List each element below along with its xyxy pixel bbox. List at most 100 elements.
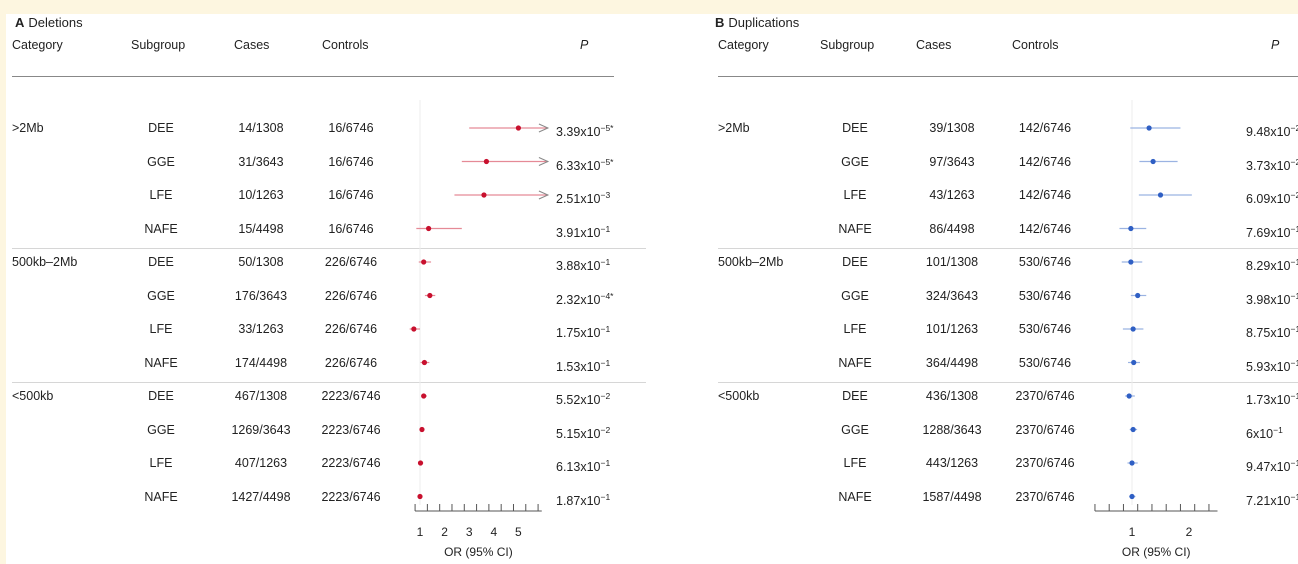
p-mantissa: 2.51x10: [556, 192, 601, 206]
row-cases: 86/4498: [929, 221, 975, 236]
row-cases: 1587/4498: [922, 489, 982, 504]
group-separator: [12, 382, 646, 384]
header-rule: [718, 76, 1298, 77]
p-mantissa: 6.09x10: [1246, 192, 1291, 206]
row-controls: 226/6746: [324, 322, 378, 336]
header-controls: Controls: [1012, 38, 1059, 52]
or-point: [1129, 460, 1135, 466]
forest-plot: 1 2 OR (95% CI): [1094, 100, 1218, 559]
x-tick-label: 5: [515, 525, 522, 539]
row-p-value: 8.29x10−1: [1246, 254, 1298, 274]
row-subgroup: DEE: [148, 255, 174, 269]
row-subgroup: LFE: [149, 322, 173, 336]
row-cases: 97/3643: [929, 154, 975, 169]
row-controls: 16/6746: [328, 154, 374, 169]
row-subgroup: LFE: [843, 188, 867, 202]
row-controls: 142/6746: [1018, 188, 1072, 202]
duplications-panel: B Duplications Category Subgroup Cases Co…: [706, 14, 1298, 564]
header-p: P: [580, 38, 589, 52]
p-mantissa: 6x10: [1246, 426, 1274, 441]
p-mantissa: 2.32x10: [556, 292, 601, 307]
x-tick-label: 3: [466, 525, 473, 539]
or-point: [411, 326, 417, 332]
row-cases: 436/1308: [925, 389, 979, 403]
x-axis-label: OR (95% CI): [1122, 545, 1191, 559]
row-p-value: 8.75x10−1: [1246, 321, 1298, 341]
row-cases: 39/1308: [929, 121, 975, 135]
x-tick-label: 2: [1186, 525, 1193, 539]
row-cases: 1269/3643: [231, 422, 291, 437]
row-subgroup: GGE: [147, 154, 175, 169]
header-cases: Cases: [916, 38, 952, 52]
p-exponent: −1: [600, 257, 611, 267]
row-p-value: 3.91x10−1: [556, 221, 610, 241]
p-mantissa: 7.21x10: [1246, 493, 1291, 508]
row-controls: 2223/6746: [321, 489, 381, 504]
p-mantissa: 8.29x10: [1246, 259, 1291, 273]
row-p-value: 6.09x10−2: [1246, 187, 1298, 207]
panel-letter: A: [15, 15, 25, 30]
row-controls: 16/6746: [328, 221, 374, 236]
row-subgroup: NAFE: [838, 221, 872, 236]
p-mantissa: 3.91x10: [556, 225, 601, 240]
row-cases: 443/1263: [925, 456, 979, 470]
row-p-value: 3.39x10−5*: [556, 120, 613, 140]
p-exponent: −1: [600, 458, 611, 468]
or-point: [1128, 225, 1134, 232]
or-point: [483, 158, 490, 165]
p-exponent: −5*: [600, 156, 614, 167]
or-point: [1131, 359, 1137, 366]
panel-title: B Duplications: [715, 15, 799, 30]
or-point: [421, 393, 427, 399]
or-point: [421, 359, 428, 366]
header-category: Category: [718, 38, 769, 52]
p-mantissa: 6.33x10: [556, 158, 601, 173]
row-category: <500kb: [12, 389, 54, 403]
row-cases: 407/1263: [234, 456, 288, 470]
p-exponent: −2: [1290, 190, 1298, 200]
row-cases: 176/3643: [234, 288, 288, 303]
row-controls: 16/6746: [328, 121, 374, 135]
p-mantissa: 5.15x10: [556, 426, 601, 441]
or-point: [1128, 259, 1134, 265]
row-controls: 226/6746: [324, 355, 378, 370]
row-subgroup: NAFE: [838, 355, 872, 370]
p-mantissa: 9.47x10: [1246, 460, 1291, 474]
ci-arrow: [538, 190, 550, 200]
row-controls: 142/6746: [1018, 121, 1072, 135]
row-controls: 530/6746: [1018, 355, 1072, 370]
p-exponent: −1: [1290, 257, 1298, 267]
p-mantissa: 3.73x10: [1246, 158, 1291, 173]
row-category: 500kb–2Mb: [12, 255, 78, 269]
row-p-value: 9.48x10−2: [1246, 120, 1298, 140]
row-controls: 226/6746: [324, 255, 378, 269]
row-controls: 142/6746: [1018, 221, 1072, 236]
row-p-value: 3.88x10−1: [556, 254, 610, 274]
row-cases: 43/1263: [929, 188, 975, 202]
row-p-value: 5.93x10−1: [1246, 355, 1298, 375]
row-subgroup: NAFE: [144, 489, 178, 504]
header-rule: [12, 76, 614, 77]
p-exponent: −2: [1290, 156, 1298, 167]
p-exponent: −2: [1290, 123, 1298, 133]
p-mantissa: 5.93x10: [1246, 359, 1291, 374]
p-exponent: −2: [600, 424, 611, 435]
p-mantissa: 1.75x10: [556, 326, 601, 340]
group-separator: [718, 382, 1298, 384]
row-controls: 2223/6746: [321, 456, 381, 470]
header-subgroup: Subgroup: [131, 38, 186, 52]
row-p-value: 3.98x10−1: [1246, 288, 1298, 308]
row-category: 500kb–2Mb: [718, 255, 784, 269]
row-cases: 50/1308: [238, 255, 284, 269]
header-category: Category: [12, 38, 63, 52]
row-subgroup: GGE: [147, 422, 175, 437]
p-exponent: −1: [600, 223, 611, 234]
or-point: [1150, 158, 1156, 165]
p-mantissa: 3.88x10: [556, 259, 601, 273]
group-separator: [718, 248, 1298, 250]
p-exponent: −1: [1290, 290, 1298, 301]
row-controls: 142/6746: [1018, 154, 1072, 169]
row-cases: 14/1308: [238, 121, 284, 135]
row-controls: 530/6746: [1018, 255, 1072, 269]
p-mantissa: 6.13x10: [556, 460, 601, 474]
